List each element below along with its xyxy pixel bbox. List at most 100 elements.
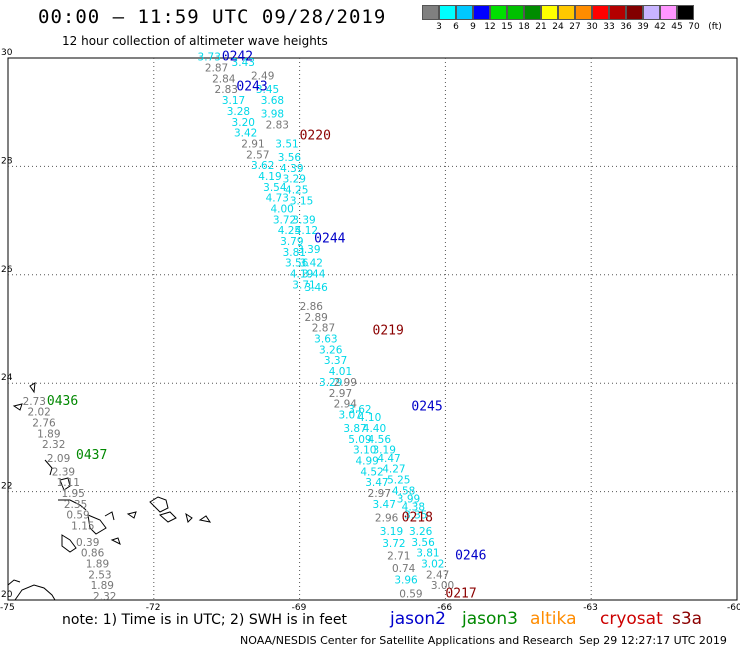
swh-value: 4.39 [280, 163, 303, 175]
map-frame [7, 57, 738, 601]
satellite-name: s3a [672, 609, 703, 629]
swh-value: 2.97 [329, 388, 352, 400]
legend-swatch [660, 5, 677, 20]
swh-value: 4.19 [258, 171, 281, 183]
swh-value: 3.43 [232, 57, 255, 69]
pass-label: 0242 [222, 50, 253, 65]
lat-label: 30 [1, 48, 13, 58]
legend-label: 45 [671, 22, 683, 32]
swh-value: 2.02 [27, 407, 50, 419]
legend-label: 21 [535, 22, 547, 32]
color-legend [422, 5, 694, 20]
swh-value: 3.42 [300, 258, 323, 270]
swh-value: 3.42 [234, 128, 257, 140]
legend-label: 33 [603, 22, 615, 32]
pass-label: 0220 [300, 128, 331, 143]
lat-label: 26 [1, 265, 13, 275]
lat-label: 24 [1, 373, 13, 383]
legend-label: 6 [453, 22, 459, 32]
legend-label: 24 [552, 22, 564, 32]
swh-value: 3.72 [382, 538, 405, 550]
legend-label: 30 [586, 22, 598, 32]
swh-value: 2.32 [93, 591, 116, 603]
lat-label: 22 [1, 482, 12, 492]
legend-label: 12 [484, 22, 496, 32]
satellite-name: cryosat [600, 609, 663, 629]
swh-value: 1.95 [61, 488, 84, 500]
swh-value: 3.47 [373, 499, 396, 511]
swh-value: 3.45 [256, 84, 279, 96]
swh-value: 3.71 [292, 279, 315, 291]
swh-value: 3.56 [411, 537, 435, 549]
swh-value: 4.01 [329, 366, 352, 378]
swh-value: 3.28 [227, 106, 250, 118]
swh-value: 3.62 [348, 404, 371, 416]
swh-value: 4.56 [368, 434, 392, 446]
swh-value: 3.62 [251, 160, 274, 172]
swh-value: 3.26 [409, 526, 433, 538]
swh-value: 1.89 [86, 558, 109, 570]
map-title: 00:00 – 11:59 UTC 09/28/2019 [38, 6, 387, 28]
legend-label: 42 [654, 22, 666, 32]
swh-value: 2.94 [334, 399, 358, 411]
swh-value: 2.39 [52, 466, 75, 478]
swh-value: 3.29 [283, 174, 306, 186]
swh-value: 4.12 [295, 225, 318, 237]
swh-value: 2.89 [304, 312, 327, 324]
legend-swatch [558, 5, 575, 20]
swh-value: 3.46 [304, 282, 328, 294]
swh-value: 2.87 [205, 63, 228, 75]
swh-value: 2.97 [368, 488, 391, 500]
legend-swatch [490, 5, 507, 20]
legend-label: 36 [620, 22, 632, 32]
legend-swatch [473, 5, 490, 20]
legend-swatch [541, 5, 558, 20]
swh-value: 3.19 [380, 526, 403, 538]
swh-value: 4.00 [270, 203, 293, 215]
legend-swatch [524, 5, 541, 20]
pass-label: 0217 [445, 586, 476, 601]
pass-label: 0436 [47, 394, 78, 409]
swh-value: 2.35 [64, 499, 87, 511]
pass-label: 0246 [455, 548, 486, 563]
coastline [198, 515, 212, 523]
swh-value: 2.57 [246, 149, 269, 161]
legend-swatch [439, 5, 456, 20]
swh-value: 0.59 [66, 510, 89, 522]
swh-value: 0.39 [76, 537, 99, 549]
swh-value: 3.39 [297, 244, 320, 256]
legend-swatch [507, 5, 524, 20]
swh-value: 3.26 [319, 344, 343, 356]
pass-label: 0219 [373, 323, 404, 338]
swh-value: 3.35 [404, 510, 427, 522]
swh-value: 4.52 [360, 466, 383, 478]
swh-value: 3.81 [416, 548, 439, 560]
swh-value: 3.63 [314, 334, 337, 346]
pass-label: 0218 [402, 510, 433, 525]
lon-label: -69 [292, 603, 307, 613]
swh-value: 3.72 [273, 214, 296, 226]
legend-swatch [422, 5, 439, 20]
lon-label: -72 [146, 603, 161, 613]
lon-label: -75 [0, 603, 15, 613]
swh-value: 4.40 [363, 423, 386, 435]
swh-value: 1.89 [37, 428, 60, 440]
legend-swatch [592, 5, 609, 20]
swh-value: 3.54 [263, 182, 287, 194]
swh-value: 5.25 [387, 474, 410, 486]
coastline [126, 511, 137, 519]
map-subtitle: 12 hour collection of altimeter wave hei… [62, 34, 328, 48]
swh-value: 1.15 [71, 521, 94, 533]
legend-label: 18 [518, 22, 530, 32]
swh-value: 2.87 [312, 323, 335, 335]
legend-label: (ft) [708, 22, 722, 32]
swh-value: 4.58 [392, 485, 415, 497]
swh-value: 3.96 [394, 575, 418, 587]
credit-text: NOAA/NESDIS Center for Satellite Applica… [240, 634, 574, 647]
swh-value: 2.09 [47, 453, 70, 465]
swh-value: 3.20 [232, 117, 255, 129]
coastline [58, 499, 87, 511]
swh-value: 2.84 [212, 73, 236, 85]
legend-swatch [575, 5, 592, 20]
swh-value: 2.47 [426, 569, 449, 581]
